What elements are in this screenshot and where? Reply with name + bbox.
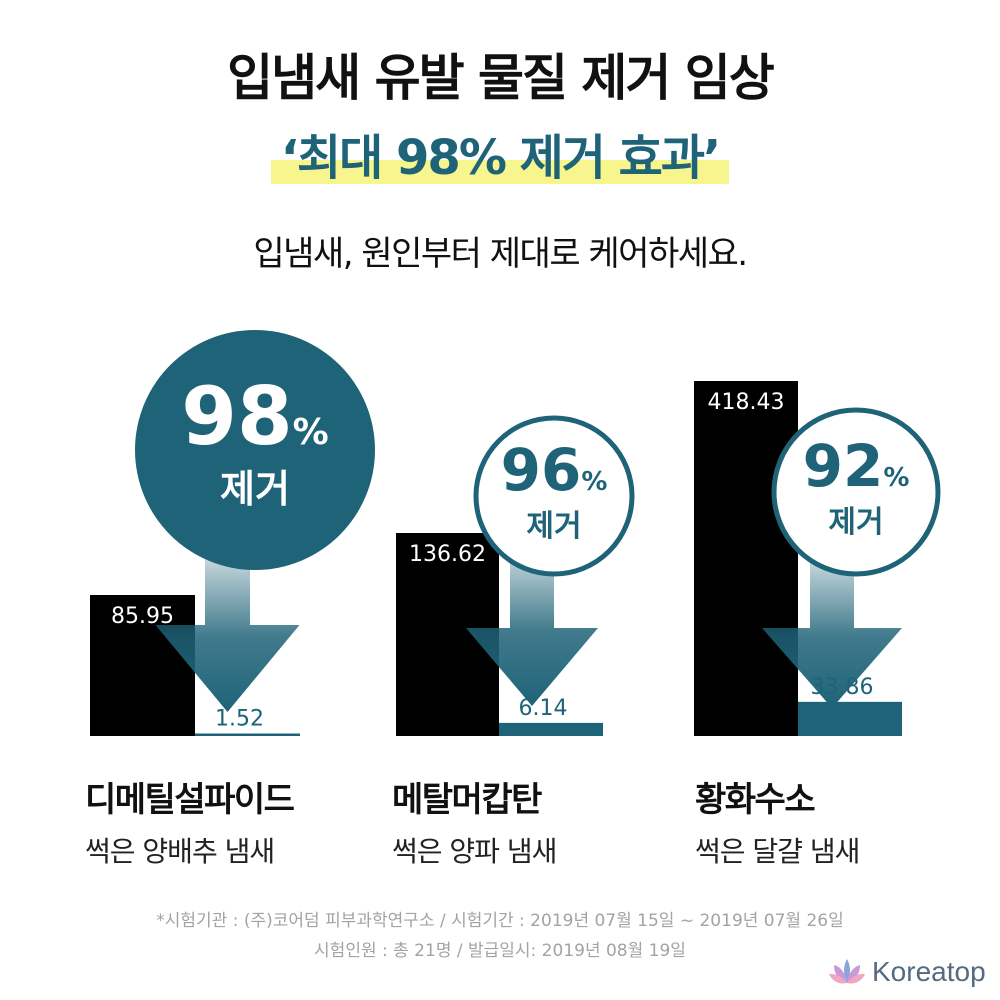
category-description: 썩은 양파 냄새 — [392, 835, 557, 868]
before-bar — [90, 595, 195, 736]
after-value-label: 1.52 — [215, 707, 264, 732]
category-label: 디메틸설파이드 — [85, 780, 295, 820]
after-bar — [798, 701, 902, 736]
before-value-label: 418.43 — [708, 390, 785, 415]
after-value-label: 6.14 — [519, 696, 568, 721]
category-label: 황화수소 — [695, 780, 816, 820]
after-bar — [499, 722, 603, 736]
percent-badge — [771, 407, 941, 577]
before-value-label: 136.62 — [409, 542, 486, 567]
before-value-label: 85.95 — [111, 604, 174, 629]
before-bar — [694, 381, 798, 736]
footnote-line-1: *시험기관 : (주)코어덤 피부과학연구소 / 시험기간 : 2019년 07… — [156, 911, 844, 931]
down-arrow-icon — [762, 548, 902, 708]
category-description: 썩은 달걀 냄새 — [695, 835, 860, 868]
after-value-label: 33.86 — [811, 675, 874, 700]
down-arrow-icon — [155, 545, 300, 712]
category-description: 썩은 양배추 냄새 — [85, 835, 275, 868]
percent-label: 제거 — [220, 467, 290, 511]
brand-name: Koreatop — [872, 956, 986, 987]
percent-label: 제거 — [526, 509, 581, 544]
tagline: 입냄새, 원인부터 제대로 케어하세요. — [253, 234, 748, 274]
percent-badge — [135, 330, 375, 570]
percent-value: 92% — [803, 432, 910, 500]
percent-value: 98% — [181, 370, 328, 463]
highlight-subtitle: ‘최대 98% 제거 효과’ — [270, 118, 730, 188]
percent-value: 96% — [501, 436, 608, 504]
footnote-line-2: 시험인원 : 총 21명 / 발급일시: 2019년 08월 19일 — [314, 941, 686, 961]
percent-badge — [473, 415, 635, 577]
brand-logo: Koreatop — [828, 954, 986, 990]
down-arrow-icon — [466, 540, 598, 706]
category-label: 메탈머캅탄 — [392, 780, 542, 820]
page-title: 입냄새 유발 물질 제거 임상 — [227, 49, 775, 107]
after-bar — [195, 733, 300, 736]
percent-label: 제거 — [828, 505, 883, 540]
lotus-icon — [829, 959, 865, 984]
